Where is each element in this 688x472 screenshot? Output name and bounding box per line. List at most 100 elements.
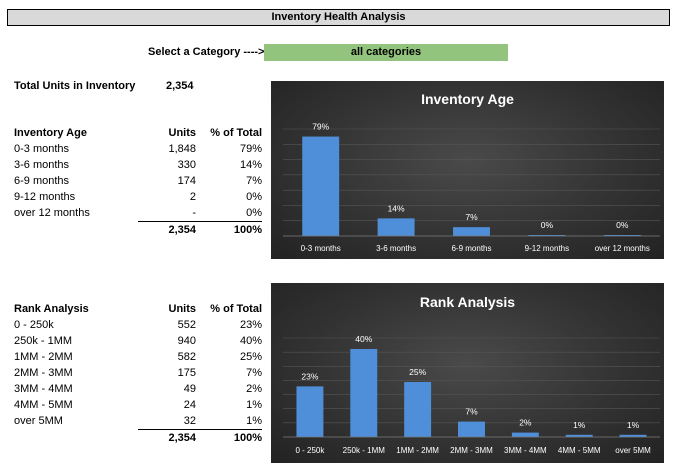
row-units: - bbox=[192, 207, 196, 219]
row-units: 552 bbox=[177, 319, 196, 331]
row-pct: 1% bbox=[246, 415, 262, 427]
row-pct: 40% bbox=[239, 335, 262, 347]
row-category: over 12 months bbox=[14, 207, 90, 219]
row-units: 24 bbox=[183, 399, 196, 411]
data-label: 0% bbox=[616, 220, 629, 230]
table-row: over 12 months - 0% bbox=[14, 205, 264, 221]
data-label: 23% bbox=[301, 371, 318, 381]
col-header-units: Units bbox=[168, 127, 197, 139]
table-header-row: Inventory Age Units % of Total bbox=[14, 125, 264, 141]
data-label: 79% bbox=[312, 122, 329, 132]
row-pct: 23% bbox=[239, 319, 262, 331]
row-category: 0 - 250k bbox=[14, 319, 54, 331]
row-pct: 2% bbox=[246, 383, 262, 395]
data-label: 1% bbox=[573, 420, 586, 430]
chart-bar bbox=[528, 235, 566, 236]
table-row: 6-9 months 174 7% bbox=[14, 173, 264, 189]
chart-bar bbox=[511, 432, 539, 437]
inventory-age-table: Inventory Age Units % of Total 0-3 month… bbox=[14, 125, 264, 238]
rank-analysis-table: Rank Analysis Units % of Total 0 - 250k 5… bbox=[14, 301, 264, 446]
tick-label: 0 - 250k bbox=[295, 446, 325, 455]
row-pct: 7% bbox=[246, 175, 262, 187]
rank-analysis-chart: Rank Analysis 23% 0 - 250k 40% 250k - 1MM 25%… bbox=[271, 283, 664, 463]
row-category: 250k - 1MM bbox=[14, 335, 73, 347]
total-pct: 100% bbox=[233, 432, 262, 444]
data-label: 7% bbox=[465, 407, 478, 417]
row-pct: 79% bbox=[239, 143, 262, 155]
row-pct: 14% bbox=[239, 159, 262, 171]
tick-label: 3-6 months bbox=[376, 244, 416, 253]
row-category: 0-3 months bbox=[14, 143, 70, 155]
total-units-value: 2,354 bbox=[166, 80, 194, 92]
row-category: over 5MM bbox=[14, 415, 63, 427]
chart-title: Rank Analysis bbox=[420, 294, 515, 310]
row-units: 174 bbox=[177, 175, 196, 187]
category-select-dropdown[interactable]: all categories bbox=[264, 44, 508, 61]
table-row: 0 - 250k 552 23% bbox=[14, 317, 264, 333]
data-label: 14% bbox=[388, 203, 405, 213]
table-total-divider bbox=[138, 221, 262, 222]
row-category: 3MM - 4MM bbox=[14, 383, 73, 395]
col-header-pct: % of Total bbox=[210, 127, 262, 139]
total-units: 2,354 bbox=[168, 432, 196, 444]
row-units: 49 bbox=[183, 383, 196, 395]
row-units: 582 bbox=[177, 351, 196, 363]
report-title-banner: Inventory Health Analysis bbox=[7, 9, 670, 26]
row-category: 9-12 months bbox=[14, 191, 76, 203]
col-header-units: Units bbox=[168, 303, 197, 315]
tick-label: 2MM - 3MM bbox=[450, 446, 493, 455]
tick-label: 0-3 months bbox=[301, 244, 341, 253]
row-units: 175 bbox=[177, 367, 196, 379]
row-pct: 1% bbox=[246, 399, 262, 411]
table-total-divider bbox=[138, 429, 262, 430]
tick-label: over 5MM bbox=[615, 446, 651, 455]
chart-bar bbox=[296, 386, 324, 437]
chart-bar bbox=[603, 235, 641, 236]
row-category: 1MM - 2MM bbox=[14, 351, 73, 363]
total-pct: 100% bbox=[233, 224, 262, 236]
col-header-category: Rank Analysis bbox=[14, 303, 89, 315]
chart-bar bbox=[619, 434, 647, 437]
table-header-row: Rank Analysis Units % of Total bbox=[14, 301, 264, 317]
inventory-age-chart: Inventory Age 79% 0-3 months 14% 3-6 months 7… bbox=[271, 81, 664, 259]
chart-bar bbox=[404, 382, 432, 437]
row-units: 330 bbox=[177, 159, 196, 171]
row-category: 2MM - 3MM bbox=[14, 367, 73, 379]
data-label: 40% bbox=[355, 334, 372, 344]
table-row: 1MM - 2MM 582 25% bbox=[14, 349, 264, 365]
row-units: 2 bbox=[189, 191, 196, 203]
row-pct: 0% bbox=[246, 191, 262, 203]
chart-bar bbox=[302, 136, 340, 236]
row-pct: 7% bbox=[246, 367, 262, 379]
data-label: 25% bbox=[409, 367, 426, 377]
table-row: 3MM - 4MM 49 2% bbox=[14, 381, 264, 397]
row-category: 6-9 months bbox=[14, 175, 70, 187]
total-units-label: Total Units in Inventory bbox=[14, 80, 136, 92]
table-row: over 5MM 32 1% bbox=[14, 413, 264, 429]
tick-label: 250k - 1MM bbox=[343, 446, 386, 455]
table-row: 2MM - 3MM 175 7% bbox=[14, 365, 264, 381]
row-pct: 25% bbox=[239, 351, 262, 363]
chart-title: Inventory Age bbox=[421, 91, 514, 107]
chart-bar bbox=[458, 421, 485, 437]
table-row: 250k - 1MM 940 40% bbox=[14, 333, 264, 349]
data-label: 7% bbox=[465, 212, 478, 222]
row-units: 1,848 bbox=[168, 143, 196, 155]
col-header-pct: % of Total bbox=[210, 303, 262, 315]
chart-bar bbox=[350, 349, 378, 437]
data-label: 0% bbox=[541, 220, 554, 230]
table-row: 9-12 months 2 0% bbox=[14, 189, 264, 205]
tick-label: 1MM - 2MM bbox=[396, 446, 439, 455]
tick-label: 6-9 months bbox=[451, 244, 491, 253]
tick-label: 9-12 months bbox=[525, 244, 569, 253]
table-row: 4MM - 5MM 24 1% bbox=[14, 397, 264, 413]
category-select-label: Select a Category ----> bbox=[148, 46, 265, 58]
chart-bar bbox=[377, 218, 415, 236]
col-header-category: Inventory Age bbox=[14, 127, 87, 139]
table-total-row: 2,354 100% bbox=[14, 222, 264, 238]
row-category: 4MM - 5MM bbox=[14, 399, 73, 411]
data-label: 2% bbox=[519, 418, 532, 428]
chart-bar bbox=[453, 227, 490, 236]
row-units: 32 bbox=[183, 415, 196, 427]
table-row: 0-3 months 1,848 79% bbox=[14, 141, 264, 157]
